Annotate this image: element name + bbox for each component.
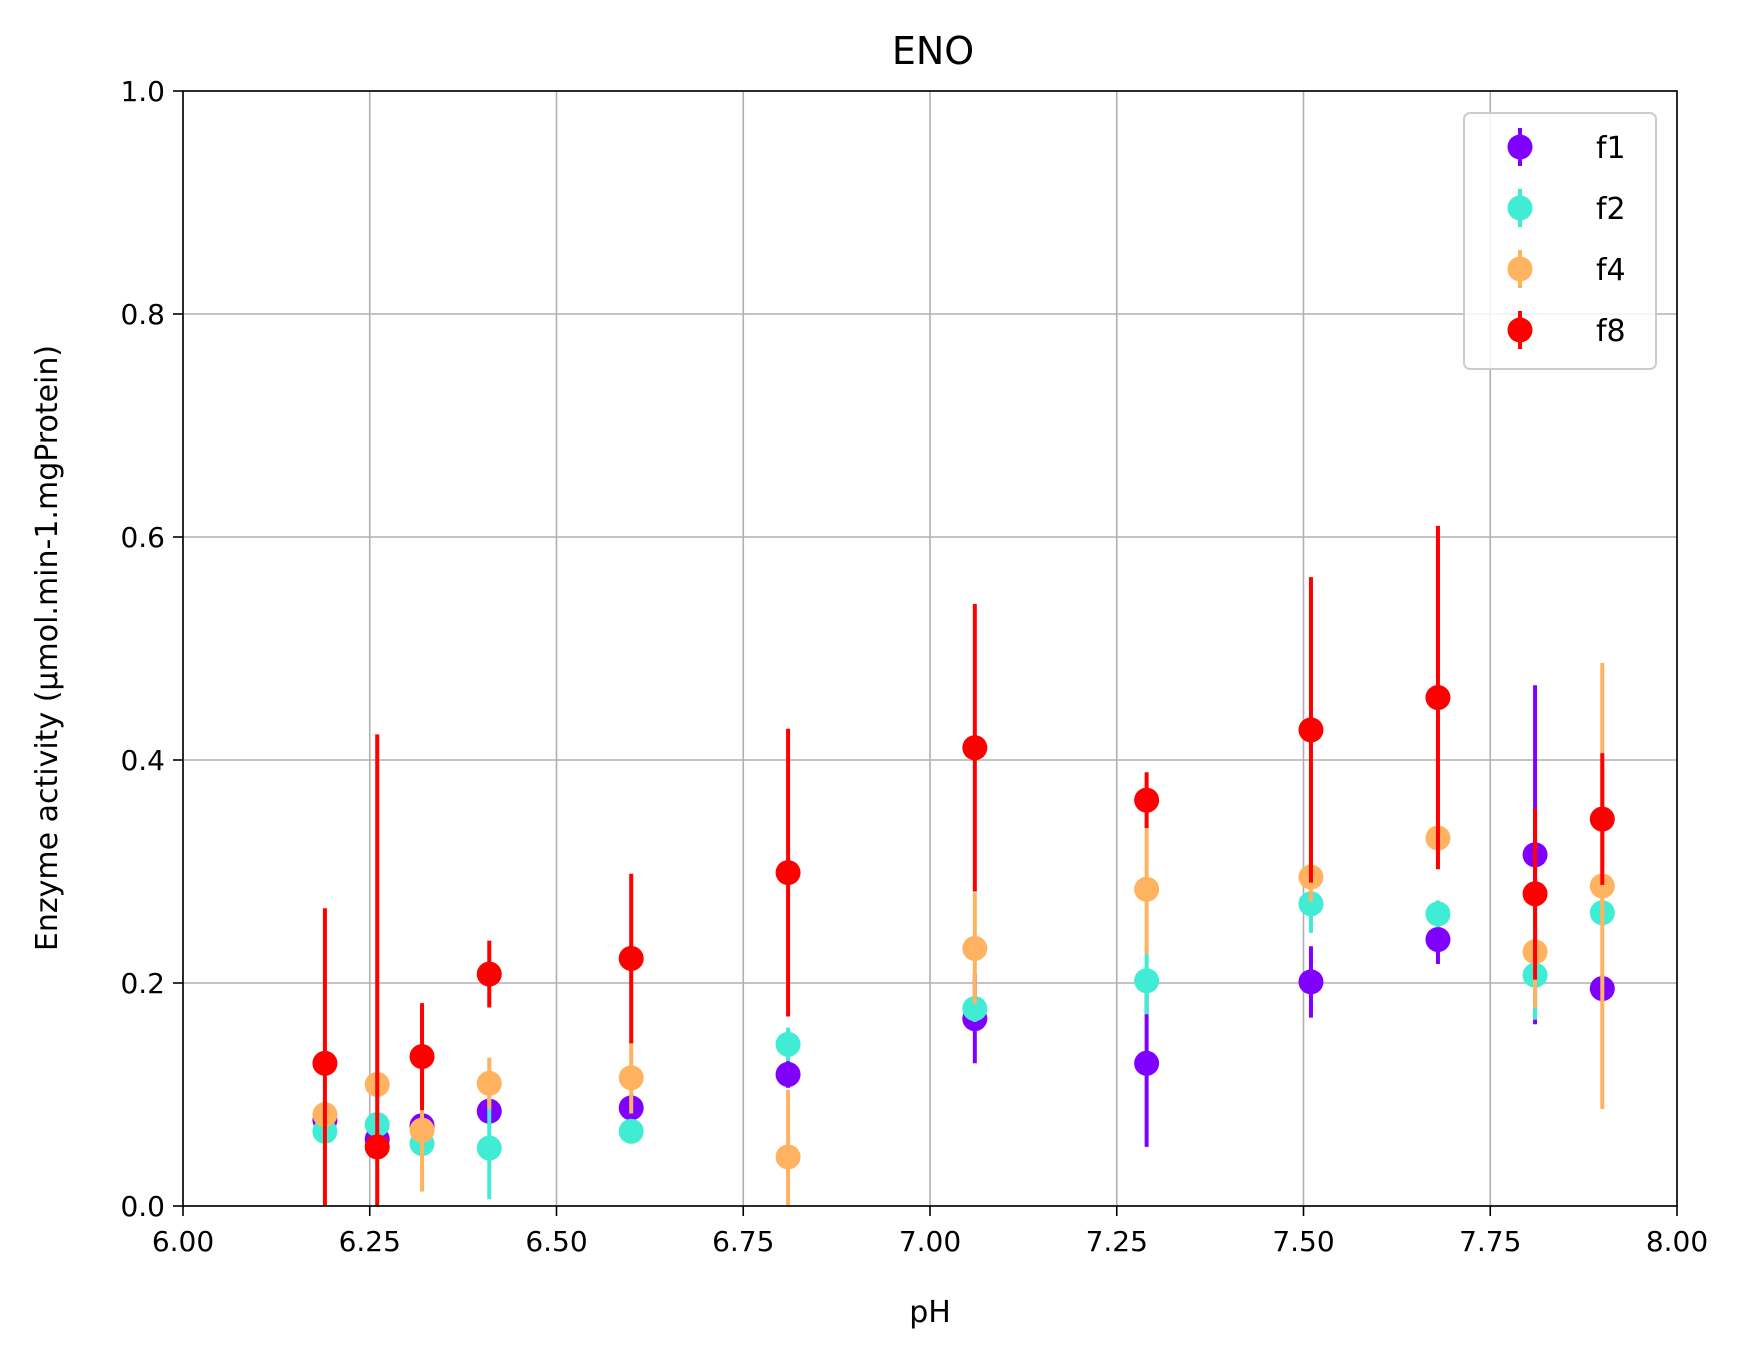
y-tick-label: 0.4 (120, 744, 165, 777)
data-point-f4 (775, 1144, 801, 1170)
data-point-f2 (1425, 901, 1451, 927)
legend-label-f2: f2 (1596, 192, 1626, 227)
data-point-f8 (364, 1134, 390, 1160)
data-point-f8 (1134, 787, 1160, 813)
data-point-f2 (1134, 968, 1160, 994)
data-point-f8 (476, 961, 502, 987)
x-axis-label: pH (909, 1295, 951, 1330)
x-tick-label: 7.25 (1086, 1225, 1148, 1258)
x-tick-label: 6.00 (152, 1225, 214, 1258)
y-tick-label: 1.0 (120, 75, 165, 108)
legend-label-f8: f8 (1596, 314, 1626, 349)
data-point-f4 (618, 1065, 644, 1091)
y-tick-label: 0.2 (120, 967, 165, 1000)
data-point-f2 (775, 1031, 801, 1057)
y-tick-label: 0.8 (120, 298, 165, 331)
x-tick-label: 8.00 (1646, 1225, 1708, 1258)
x-tick-label: 7.00 (899, 1225, 961, 1258)
x-tick-label: 7.50 (1272, 1225, 1334, 1258)
data-point-f8 (312, 1050, 338, 1076)
data-point-f2 (1298, 891, 1324, 917)
data-point-f8 (1589, 806, 1615, 832)
data-point-f8 (1522, 881, 1548, 907)
legend-marker-f8 (1507, 317, 1533, 343)
x-tick-label: 6.75 (712, 1225, 774, 1258)
x-axis-ticks: 6.00 6.25 6.50 6.75 7.00 7.25 7.50 7.75 8.00 (152, 1206, 1708, 1258)
y-tick-label: 0.6 (120, 521, 165, 554)
y-tick-label: 0.0 (120, 1190, 165, 1223)
plot-frame (182, 90, 1678, 1207)
chart-title: ENO (892, 29, 974, 73)
data-point-f8 (775, 860, 801, 886)
x-tick-label: 7.75 (1459, 1225, 1521, 1258)
x-tick-label: 6.25 (339, 1225, 401, 1258)
data-point-f2 (618, 1118, 644, 1144)
data-point-f2 (476, 1135, 502, 1161)
legend: f1 f2 f4 f8 (1463, 112, 1657, 370)
legend-marker-f4 (1507, 256, 1533, 282)
y-axis-ticks: 0.0 0.2 0.4 0.6 0.8 1.0 (120, 75, 183, 1223)
data-point-f8 (1425, 685, 1451, 711)
data-point-f4 (1589, 873, 1615, 899)
y-axis-label: Enzyme activity (µmol.min-1.mgProtein) (30, 345, 65, 951)
data-point-f8 (962, 735, 988, 761)
data-point-f1 (1425, 927, 1451, 953)
legend-marker-f1 (1507, 134, 1533, 160)
data-point-f4 (962, 935, 988, 961)
legend-marker-f2 (1507, 195, 1533, 221)
legend-label-f1: f1 (1596, 131, 1626, 166)
data-point-f8 (1298, 717, 1324, 743)
data-point-f1 (1134, 1050, 1160, 1076)
x-tick-label: 6.50 (525, 1225, 587, 1258)
series-f8 (312, 525, 1615, 1206)
data-point-f1 (775, 1061, 801, 1087)
legend-label-f4: f4 (1596, 253, 1626, 288)
legend-box (1463, 112, 1657, 370)
data-point-f1 (1298, 969, 1324, 995)
data-marks (312, 525, 1615, 1206)
data-point-f2 (962, 996, 988, 1022)
data-point-f8 (618, 945, 644, 971)
data-point-f4 (476, 1070, 502, 1096)
data-point-f4 (409, 1117, 435, 1143)
data-point-f4 (1134, 876, 1160, 902)
data-point-f8 (409, 1044, 435, 1070)
